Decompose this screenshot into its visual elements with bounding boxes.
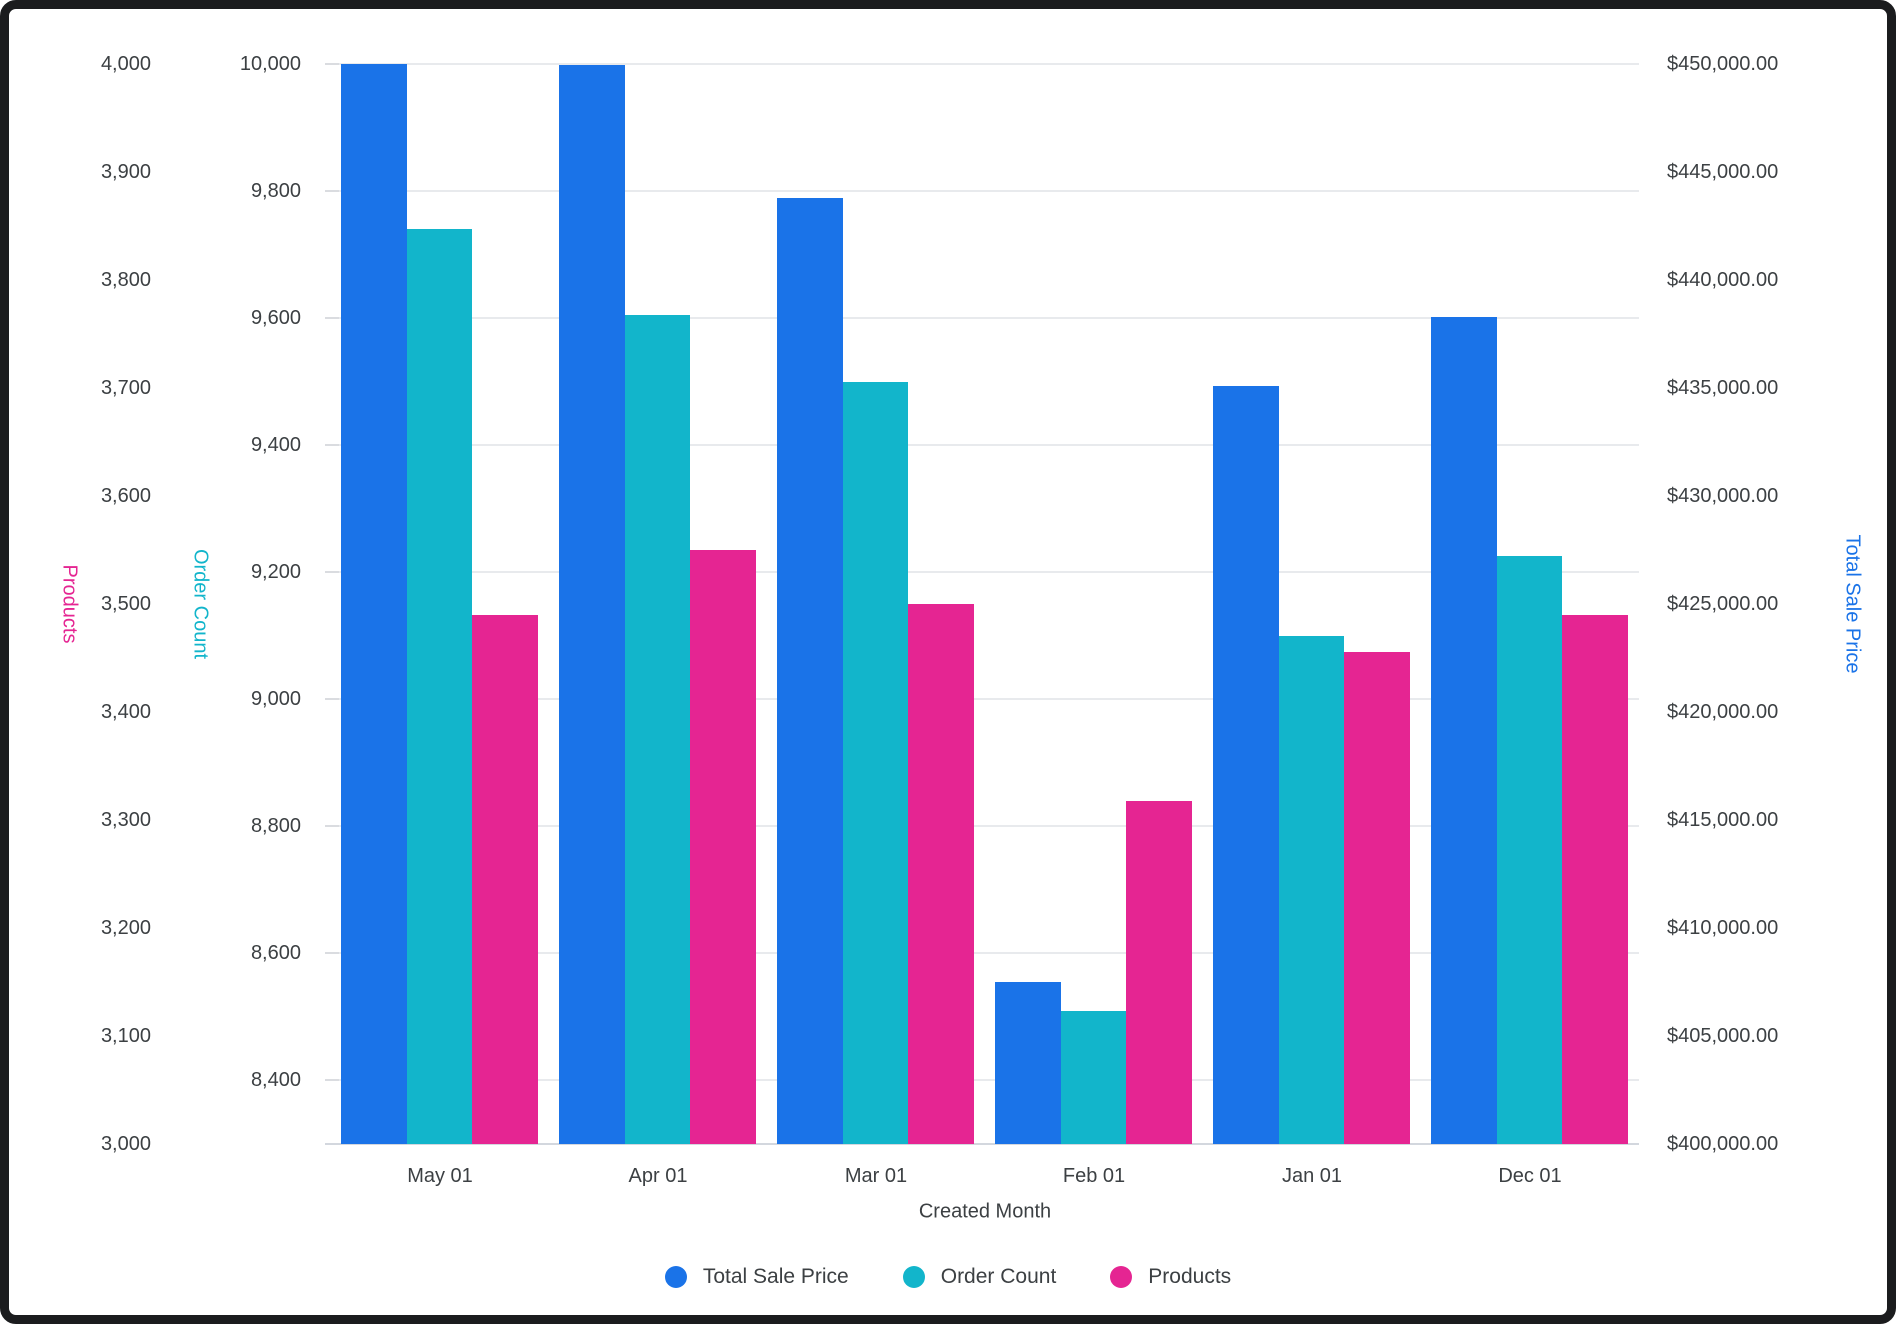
gridline (331, 571, 1639, 574)
gridline (331, 63, 1639, 65)
gridline (331, 444, 1639, 447)
bar-total-sale-price-dec-01[interactable] (1431, 316, 1497, 1144)
x-tick-label-apr-01: Apr 01 (628, 1165, 688, 1187)
order-count-axis-title: Order Count (189, 548, 212, 660)
bar-total-sale-price-may-01[interactable] (341, 64, 407, 1144)
bar-products-jan-01[interactable] (1344, 651, 1411, 1144)
y-tick-label-total-sale-price: $420,000.00 (1667, 701, 1779, 723)
bar-order-count-feb-01[interactable] (1060, 1010, 1127, 1144)
y-tick-label-total-sale-price: $450,000.00 (1667, 53, 1779, 75)
order-count-tick-mark (325, 698, 339, 701)
gridline (331, 952, 1639, 955)
legend-item-label: Total Sale Price (702, 1265, 849, 1288)
bar-total-sale-price-mar-01[interactable] (777, 197, 843, 1144)
bar-order-count-mar-01[interactable] (842, 381, 909, 1144)
y-tick-label-total-sale-price: $425,000.00 (1667, 593, 1779, 615)
x-axis-baseline (325, 1143, 1639, 1145)
y-tick-label-order-count: 9,400 (250, 434, 301, 457)
legend-dot-icon (664, 1266, 687, 1288)
y-tick-label-total-sale-price: $435,000.00 (1667, 377, 1779, 399)
products-axis-title: Products (58, 564, 81, 644)
gridline (331, 698, 1639, 701)
y-tick-label-order-count: 9,200 (250, 561, 301, 584)
bar-products-dec-01[interactable] (1562, 614, 1629, 1144)
x-tick-label-feb-01: Feb 01 (1062, 1165, 1126, 1187)
x-axis-title: Created Month (918, 1200, 1052, 1223)
bar-products-mar-01[interactable] (908, 604, 975, 1144)
y-tick-label-order-count: 8,800 (250, 815, 301, 838)
gridline (331, 317, 1639, 320)
y-tick-label-products: 4,000 (100, 53, 151, 75)
gridline (331, 825, 1639, 828)
order-count-tick-mark (325, 317, 339, 320)
bar-products-may-01[interactable] (472, 614, 539, 1144)
y-tick-label-order-count: 9,600 (250, 307, 301, 330)
x-tick-label-mar-01: Mar 01 (844, 1165, 908, 1187)
legend-dot-icon (1110, 1266, 1133, 1288)
order-count-tick-mark (325, 1079, 339, 1082)
bar-total-sale-price-jan-01[interactable] (1213, 385, 1279, 1144)
y-tick-label-products: 3,300 (100, 809, 151, 831)
x-tick-label-jan-01: Jan 01 (1281, 1165, 1343, 1187)
y-tick-label-products: 3,200 (100, 917, 151, 939)
y-tick-label-total-sale-price: $400,000.00 (1667, 1133, 1779, 1155)
bar-products-apr-01[interactable] (690, 550, 757, 1144)
legend-item-order-count[interactable]: Order Count (902, 1265, 1057, 1289)
total-sale-price-axis-title: Total Sale Price (1841, 534, 1864, 674)
y-tick-label-products: 3,000 (100, 1133, 151, 1155)
gridline (331, 190, 1639, 193)
y-tick-label-products: 3,400 (100, 701, 151, 723)
order-count-tick-mark (325, 571, 339, 574)
y-tick-label-order-count: 9,000 (250, 688, 301, 711)
y-tick-label-order-count: 8,400 (250, 1069, 301, 1092)
y-tick-label-order-count: 8,600 (250, 942, 301, 965)
bar-total-sale-price-apr-01[interactable] (559, 65, 625, 1144)
y-tick-label-total-sale-price: $410,000.00 (1667, 917, 1779, 939)
gridline (331, 1079, 1639, 1082)
legend-item-total-sale-price[interactable]: Total Sale Price (664, 1265, 849, 1289)
y-tick-label-products: 3,600 (100, 485, 151, 507)
y-tick-label-order-count: 10,000 (239, 53, 301, 75)
y-tick-label-products: 3,500 (100, 593, 151, 615)
legend-item-products[interactable]: Products (1110, 1265, 1231, 1289)
bar-order-count-apr-01[interactable] (624, 314, 691, 1144)
y-tick-label-order-count: 9,800 (250, 180, 301, 203)
bar-order-count-dec-01[interactable] (1496, 556, 1563, 1144)
legend: Total Sale Price Order Count Products (9, 1261, 1887, 1293)
bar-total-sale-price-feb-01[interactable] (995, 982, 1061, 1144)
order-count-tick-mark (325, 952, 339, 955)
y-tick-label-total-sale-price: $405,000.00 (1667, 1025, 1779, 1047)
x-tick-label-may-01: May 01 (407, 1165, 473, 1187)
y-tick-label-products: 3,900 (100, 161, 151, 183)
legend-item-label: Order Count (940, 1265, 1057, 1288)
legend-dot-icon (902, 1266, 925, 1288)
bar-products-feb-01[interactable] (1126, 800, 1193, 1144)
bar-order-count-may-01[interactable] (406, 229, 473, 1144)
y-tick-label-products: 3,800 (100, 269, 151, 291)
y-tick-label-total-sale-price: $440,000.00 (1667, 269, 1779, 291)
grouped-bar-chart: 4,000 3,900 3,800 3,700 3,600 3,500 3,400 3,300… (9, 9, 1887, 1315)
order-count-tick-mark (325, 190, 339, 193)
x-tick-label-dec-01: Dec 01 (1498, 1165, 1562, 1187)
y-tick-label-products: 3,700 (100, 377, 151, 399)
order-count-tick-mark (325, 63, 339, 65)
y-tick-label-total-sale-price: $430,000.00 (1667, 485, 1779, 507)
y-tick-label-total-sale-price: $445,000.00 (1667, 161, 1779, 183)
y-tick-label-products: 3,100 (100, 1025, 151, 1047)
order-count-tick-mark (325, 444, 339, 447)
y-tick-label-total-sale-price: $415,000.00 (1667, 809, 1779, 831)
bar-order-count-jan-01[interactable] (1278, 635, 1345, 1144)
order-count-tick-mark (325, 825, 339, 828)
legend-item-label: Products (1148, 1265, 1232, 1288)
